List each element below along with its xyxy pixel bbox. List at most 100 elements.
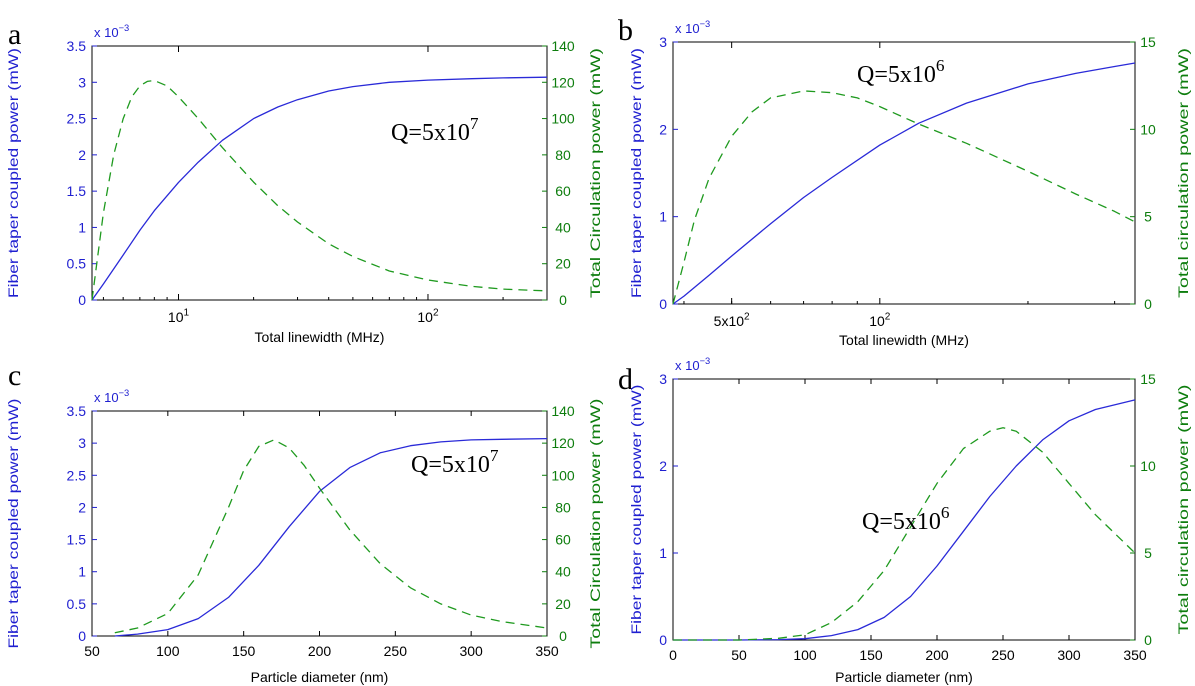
series-line-coupled-power: [672, 62, 1136, 305]
y-left-tick-label: 3: [78, 74, 86, 90]
y-right-axis-label: Total Circulation power (mW): [587, 48, 603, 298]
q-annotation: Q=5x107: [391, 114, 479, 146]
y-right-axis-label: Total circulation power (mW): [1175, 385, 1191, 635]
y-right-tick-label: 5: [1144, 545, 1152, 561]
x-tick-label: 200: [308, 643, 332, 659]
y-left-tick-label: 1.5: [67, 183, 87, 199]
q-annotation-base: Q=5x10: [857, 62, 936, 88]
q-annotation: Q=5x106: [857, 56, 945, 88]
q-annotation: Q=5x107: [411, 446, 499, 478]
y-left-tick-label: 0: [659, 296, 667, 312]
y-right-tick-label: 100: [551, 111, 575, 127]
q-annotation: Q=5x106: [862, 503, 950, 535]
y-left-multiplier-base: x 10: [94, 390, 119, 405]
x-tick-label: 250: [991, 647, 1015, 663]
q-annotation-base: Q=5x10: [862, 509, 941, 535]
y-left-multiplier-exp: −3: [700, 356, 711, 366]
y-right-tick-label: 80: [555, 147, 571, 163]
y-left-multiplier-base: x 10: [675, 358, 700, 373]
q-annotation-base: Q=5x10: [391, 120, 470, 146]
y-right-tick-label: 120: [551, 74, 575, 90]
y-left-axis-label: Fiber taper coupled power (mW): [628, 385, 644, 635]
y-right-tick-label: 15: [1140, 34, 1156, 50]
y-right-tick-label: 5: [1144, 209, 1152, 225]
y-right-tick-label: 10: [1140, 121, 1156, 137]
x-axis-label: Total linewidth (MHz): [839, 332, 969, 348]
y-left-tick-label: 3: [659, 34, 667, 50]
y-right-tick-label: 0: [1144, 632, 1152, 648]
y-right-tick-label: 10: [1140, 458, 1156, 474]
y-left-tick-label: 0: [659, 632, 667, 648]
panel-label: b: [618, 14, 633, 47]
y-left-tick-label: 1: [78, 564, 86, 580]
y-left-tick-label: 2.5: [67, 111, 87, 127]
y-left-multiplier-exp: −3: [119, 23, 130, 33]
y-left-axis-label: Fiber taper coupled power (mW): [5, 399, 21, 649]
x-tick-label: 350: [535, 643, 559, 659]
y-right-tick-label: 0: [559, 292, 567, 308]
x-tick-label-base: 5x10: [714, 313, 745, 329]
y-left-multiplier: x 10−3: [675, 19, 710, 36]
y-left-multiplier: x 10−3: [675, 356, 710, 373]
x-tick-label: 300: [459, 643, 483, 659]
series-line-coupled-power: [673, 399, 1136, 641]
y-left-tick-label: 0.5: [67, 596, 87, 612]
y-left-tick-label: 3: [78, 435, 86, 451]
y-left-multiplier-base: x 10: [94, 25, 119, 40]
y-right-tick-label: 60: [555, 532, 571, 548]
y-left-tick-label: 1: [659, 545, 667, 561]
x-tick-label: 100: [156, 643, 180, 659]
y-right-tick-label: 15: [1140, 371, 1156, 387]
x-tick-label: 300: [1057, 647, 1081, 663]
series-line-circulation-power: [91, 79, 548, 301]
x-tick-label-base: 10: [869, 313, 885, 329]
y-left-multiplier-exp: −3: [700, 19, 711, 29]
q-annotation-base: Q=5x10: [411, 452, 490, 478]
y-left-tick-label: 1.5: [67, 532, 87, 548]
y-left-tick-label: 0: [78, 628, 86, 644]
y-left-multiplier-base: x 10: [675, 21, 700, 36]
x-tick-label-exp: 2: [433, 308, 439, 319]
y-right-axis-label: Total Circulation power (mW): [587, 399, 603, 649]
x-tick-label: 250: [384, 643, 408, 659]
y-right-tick-label: 80: [555, 499, 571, 515]
x-axis-label: Particle diameter (nm): [835, 669, 973, 685]
panel-label: a: [8, 18, 21, 51]
q-annotation-exp: 7: [470, 114, 479, 133]
y-left-tick-label: 1: [659, 209, 667, 225]
x-axis-label: Particle diameter (nm): [251, 669, 389, 685]
x-tick-label: 100: [793, 647, 817, 663]
panel-label: d: [618, 363, 633, 396]
plot-frame: [672, 41, 1136, 305]
x-tick-label: 200: [925, 647, 949, 663]
y-right-tick-label: 40: [555, 219, 571, 235]
y-left-tick-label: 3.5: [67, 403, 87, 419]
y-left-tick-label: 0.5: [67, 256, 87, 272]
y-right-tick-label: 20: [555, 596, 571, 612]
q-annotation-exp: 7: [490, 446, 499, 465]
x-tick-label: 102: [869, 312, 891, 329]
x-tick-label-exp: 2: [744, 312, 750, 323]
y-right-tick-label: 0: [559, 628, 567, 644]
x-tick-label: 50: [84, 643, 100, 659]
y-right-tick-label: 60: [555, 183, 571, 199]
y-left-tick-label: 2: [659, 458, 667, 474]
y-right-tick-label: 0: [1144, 296, 1152, 312]
y-right-tick-label: 100: [551, 467, 575, 483]
y-left-multiplier: x 10−3: [94, 23, 129, 40]
x-tick-label: 102: [417, 308, 439, 325]
y-right-tick-label: 140: [551, 38, 575, 54]
y-right-tick-label: 120: [551, 435, 575, 451]
x-tick-label-base: 10: [168, 309, 184, 325]
y-left-tick-label: 2: [659, 121, 667, 137]
y-left-tick-label: 2: [78, 147, 86, 163]
plot-frame: [672, 378, 1136, 641]
x-tick-label: 50: [731, 647, 747, 663]
x-tick-label-base: 10: [417, 309, 433, 325]
series-line-circulation-power: [672, 90, 1136, 305]
panel-label: c: [8, 359, 21, 392]
y-left-tick-label: 0: [78, 292, 86, 308]
